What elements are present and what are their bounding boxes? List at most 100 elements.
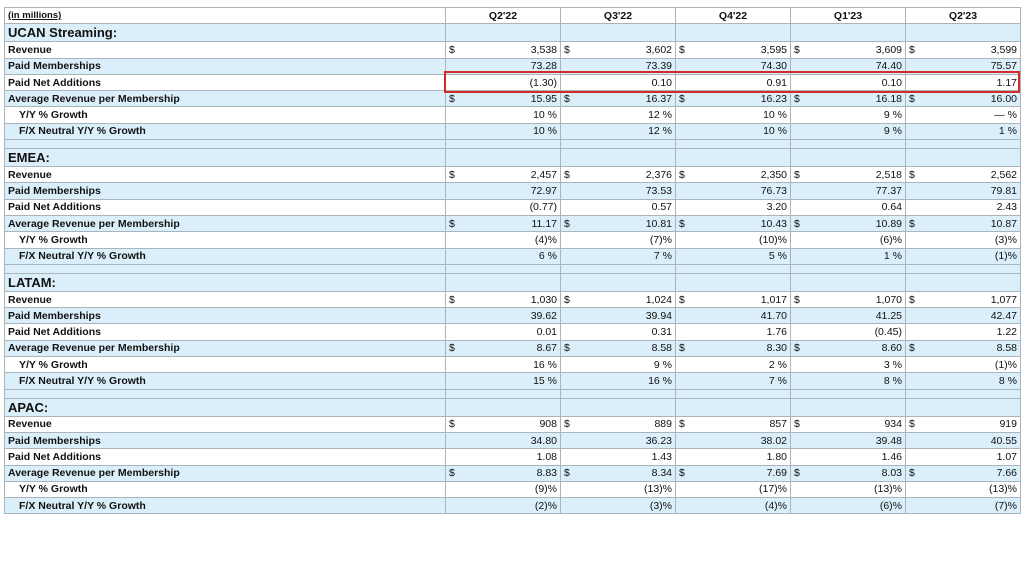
value: (6)% bbox=[879, 233, 902, 246]
value: 0.10 bbox=[881, 76, 902, 89]
value: 8.34 bbox=[651, 467, 672, 480]
row-label: Revenue bbox=[4, 415, 446, 433]
value: (6)% bbox=[879, 499, 902, 512]
value: 2,376 bbox=[645, 168, 672, 181]
value-cell: $919 bbox=[905, 415, 1021, 433]
value-cell: $1,070 bbox=[790, 290, 906, 309]
value-cell: (0.45) bbox=[790, 323, 906, 341]
value: 6 % bbox=[538, 250, 557, 263]
financial-table: (in millions) Q2'22 Q3'22 Q4'22 Q1'23 Q2'23 UC… bbox=[4, 6, 1021, 515]
value-cell: 7 % bbox=[560, 247, 676, 265]
value: 1,077 bbox=[990, 293, 1017, 306]
value: (13)% bbox=[873, 483, 902, 496]
empty-cell bbox=[675, 148, 791, 168]
value-cell: $7.69 bbox=[675, 464, 791, 482]
value-cell: 0.01 bbox=[445, 323, 561, 341]
row-label: Paid Memberships bbox=[4, 307, 446, 325]
value-cell: $3,599 bbox=[905, 41, 1021, 59]
value-cell: 16 % bbox=[560, 372, 676, 390]
currency-sign: $ bbox=[449, 418, 455, 431]
value: 7.66 bbox=[996, 467, 1017, 480]
row-label: Average Revenue per Membership bbox=[4, 90, 446, 108]
spacer-row bbox=[4, 263, 1021, 274]
value: 72.97 bbox=[530, 185, 557, 198]
value-cell: 1.08 bbox=[445, 448, 561, 466]
value: 857 bbox=[769, 418, 787, 431]
empty-cell bbox=[445, 272, 561, 292]
currency-sign: $ bbox=[794, 418, 800, 431]
row-label: Average Revenue per Membership bbox=[4, 214, 446, 233]
value-cell: 40.55 bbox=[905, 431, 1021, 450]
value-cell: $3,602 bbox=[560, 41, 676, 59]
section-row: EMEA: bbox=[4, 148, 1021, 168]
value-cell: $10.43 bbox=[675, 214, 791, 233]
value: (17)% bbox=[758, 483, 787, 496]
currency-sign: $ bbox=[564, 92, 570, 105]
value-cell: $8.60 bbox=[790, 339, 906, 358]
value: (4)% bbox=[534, 233, 557, 246]
currency-sign: $ bbox=[679, 467, 685, 480]
value: 74.30 bbox=[760, 60, 787, 73]
value: 41.70 bbox=[760, 309, 787, 322]
value: (9)% bbox=[534, 483, 557, 496]
value-cell: $16.18 bbox=[790, 90, 906, 108]
value-cell: 36.23 bbox=[560, 431, 676, 450]
empty-cell bbox=[790, 139, 906, 150]
value: 15.95 bbox=[530, 92, 557, 105]
section-title: UCAN Streaming: bbox=[4, 23, 446, 43]
empty-cell bbox=[4, 139, 446, 150]
currency-sign: $ bbox=[564, 168, 570, 181]
value: 1,070 bbox=[875, 293, 902, 306]
data-row: Paid Net Additions 1.08 1.43 1.80 1.46 1.07 bbox=[4, 448, 1021, 466]
currency-sign: $ bbox=[679, 342, 685, 355]
empty-cell bbox=[790, 388, 906, 399]
currency-sign: $ bbox=[449, 342, 455, 355]
value-cell: (1)% bbox=[905, 247, 1021, 265]
period-header: Q2'22 bbox=[445, 6, 561, 25]
empty-cell bbox=[675, 397, 791, 417]
empty-cell bbox=[905, 388, 1021, 399]
value-cell: 39.94 bbox=[560, 307, 676, 325]
value: 8.30 bbox=[766, 342, 787, 355]
value: 7 % bbox=[768, 374, 787, 387]
value-cell: 73.39 bbox=[560, 57, 676, 75]
value: (1)% bbox=[994, 358, 1017, 371]
value: 73.39 bbox=[645, 60, 672, 73]
empty-cell bbox=[790, 23, 906, 43]
empty-cell bbox=[560, 23, 676, 43]
value: 8.83 bbox=[536, 467, 557, 480]
empty-cell bbox=[445, 397, 561, 417]
value: 3,595 bbox=[760, 43, 787, 56]
value: 9 % bbox=[883, 125, 902, 138]
value-cell: $8.34 bbox=[560, 464, 676, 482]
empty-cell bbox=[905, 148, 1021, 168]
value: (1.30) bbox=[529, 76, 557, 89]
value: 0.31 bbox=[651, 326, 672, 339]
value: 1.43 bbox=[651, 450, 672, 463]
value: 2 % bbox=[768, 358, 787, 371]
value: 38.02 bbox=[760, 434, 787, 447]
value: 73.53 bbox=[645, 185, 672, 198]
row-label: Revenue bbox=[4, 290, 446, 309]
value: 10.43 bbox=[760, 217, 787, 230]
value: 16 % bbox=[648, 374, 672, 387]
value-cell: 75.57 bbox=[905, 57, 1021, 75]
data-row: Y/Y % Growth (4)% (7)% (10)% (6)% (3)% bbox=[4, 231, 1021, 249]
section-row: APAC: bbox=[4, 397, 1021, 417]
value-cell: (1.30) bbox=[445, 73, 561, 92]
currency-sign: $ bbox=[794, 293, 800, 306]
value-cell: 3.20 bbox=[675, 198, 791, 216]
currency-sign: $ bbox=[794, 467, 800, 480]
empty-cell bbox=[445, 139, 561, 150]
value-cell: $908 bbox=[445, 415, 561, 433]
value-cell: 0.91 bbox=[675, 73, 791, 92]
value: 42.47 bbox=[990, 309, 1017, 322]
value: 16.18 bbox=[875, 92, 902, 105]
empty-cell bbox=[445, 263, 561, 274]
value-cell: 15 % bbox=[445, 372, 561, 390]
row-label: Paid Memberships bbox=[4, 431, 446, 450]
currency-sign: $ bbox=[564, 293, 570, 306]
value: 1 % bbox=[998, 125, 1017, 138]
value-cell: 0.10 bbox=[560, 73, 676, 92]
value-cell: 10 % bbox=[445, 106, 561, 124]
